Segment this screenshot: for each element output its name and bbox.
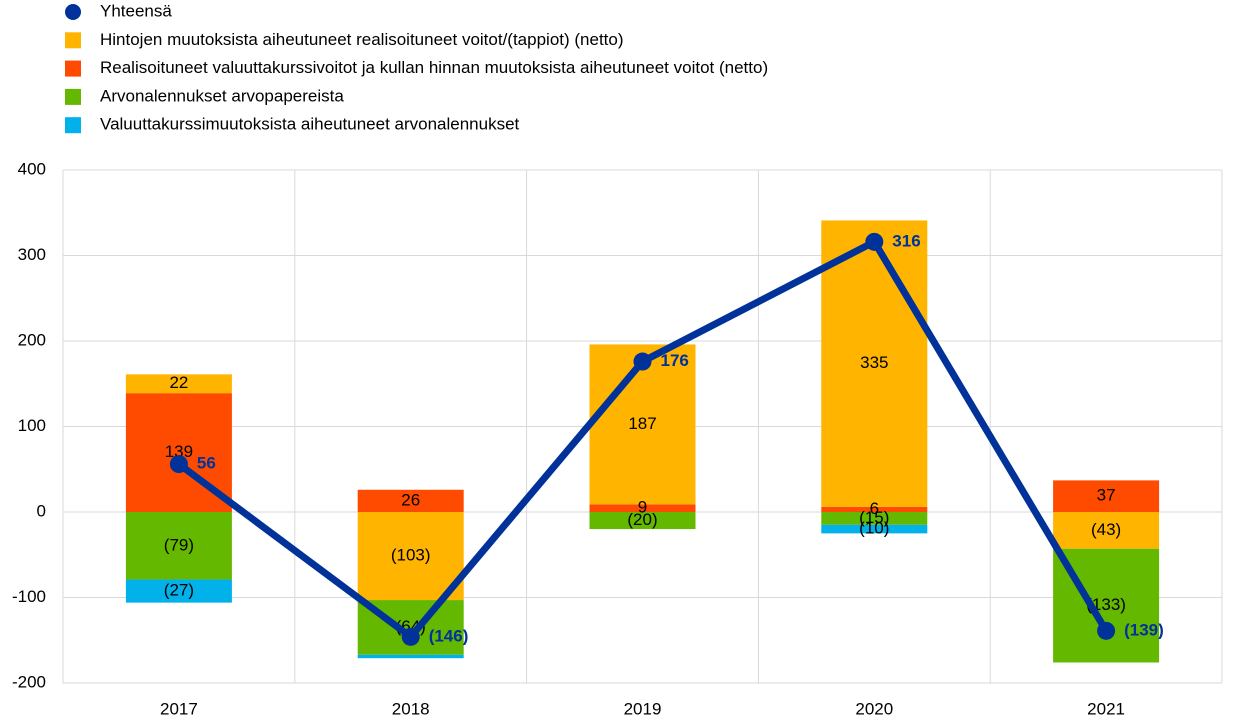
legend-label: Yhteensä [100,1,172,20]
y-tick-label: 400 [18,159,46,178]
x-tick-label: 2018 [392,699,430,718]
total-marker [169,455,188,474]
legend-marker [65,32,81,49]
data-label: (43) [1091,520,1121,539]
bar-segment [357,489,464,512]
data-label: 6 [870,499,879,518]
total-label: 176 [661,351,689,370]
data-label: 335 [860,353,888,372]
data-label: (103) [391,546,431,565]
data-label: (10) [859,519,889,538]
bar-segment [821,524,928,534]
total-marker [1097,621,1116,640]
bar-segment [821,506,928,512]
legend-marker [65,4,81,20]
y-tick-label: 300 [18,245,46,264]
data-label: (79) [164,535,194,554]
total-marker [401,627,420,646]
y-tick-label: 0 [37,501,46,520]
bar-segment [821,220,928,507]
x-tick-label: 2019 [624,699,662,718]
legend-label: Arvonalennukset arvopapereista [100,86,344,105]
total-marker [865,232,884,251]
bar-segment [125,579,232,603]
y-tick-label: 100 [18,416,46,435]
x-tick-label: 2020 [855,699,893,718]
data-label: 139 [165,442,193,461]
total-label: 56 [197,454,216,473]
legend-label: Valuuttakurssimuutoksista aiheutuneet ar… [100,115,520,134]
data-label: 22 [169,373,188,392]
data-label: (20) [627,510,657,529]
bar-segment [589,512,696,530]
x-tick-label: 2017 [160,699,198,718]
y-tick-label: -200 [12,672,46,691]
total-marker [633,352,652,371]
data-label: (27) [164,581,194,600]
bar-segment [821,512,928,525]
bar-segment [589,344,696,505]
data-label: (15) [859,508,889,527]
data-label: 37 [1097,486,1116,505]
x-tick-label: 2021 [1087,699,1125,718]
bar-segment [125,512,232,580]
legend-label: Hintojen muutoksista aiheutuneet realiso… [100,30,624,49]
total-label: 316 [892,231,920,250]
total-label: (139) [1124,620,1164,639]
legend-marker [65,117,81,134]
legend-marker [65,88,81,105]
total-label: (146) [429,626,469,645]
bar-segment [357,512,464,601]
y-tick-label: 200 [18,330,46,349]
y-tick-label: -100 [12,587,46,606]
bar-segment [357,654,464,659]
data-label: 187 [628,414,656,433]
legend-marker [65,60,81,77]
bar-segment [125,374,232,394]
data-label: 9 [638,498,647,517]
bar-segment [589,504,696,512]
legend-label: Realisoituneet valuuttakurssivoitot ja k… [100,58,768,77]
data-label: 26 [401,490,420,509]
bar-segment [1053,480,1160,512]
bar-segment [1053,512,1160,549]
